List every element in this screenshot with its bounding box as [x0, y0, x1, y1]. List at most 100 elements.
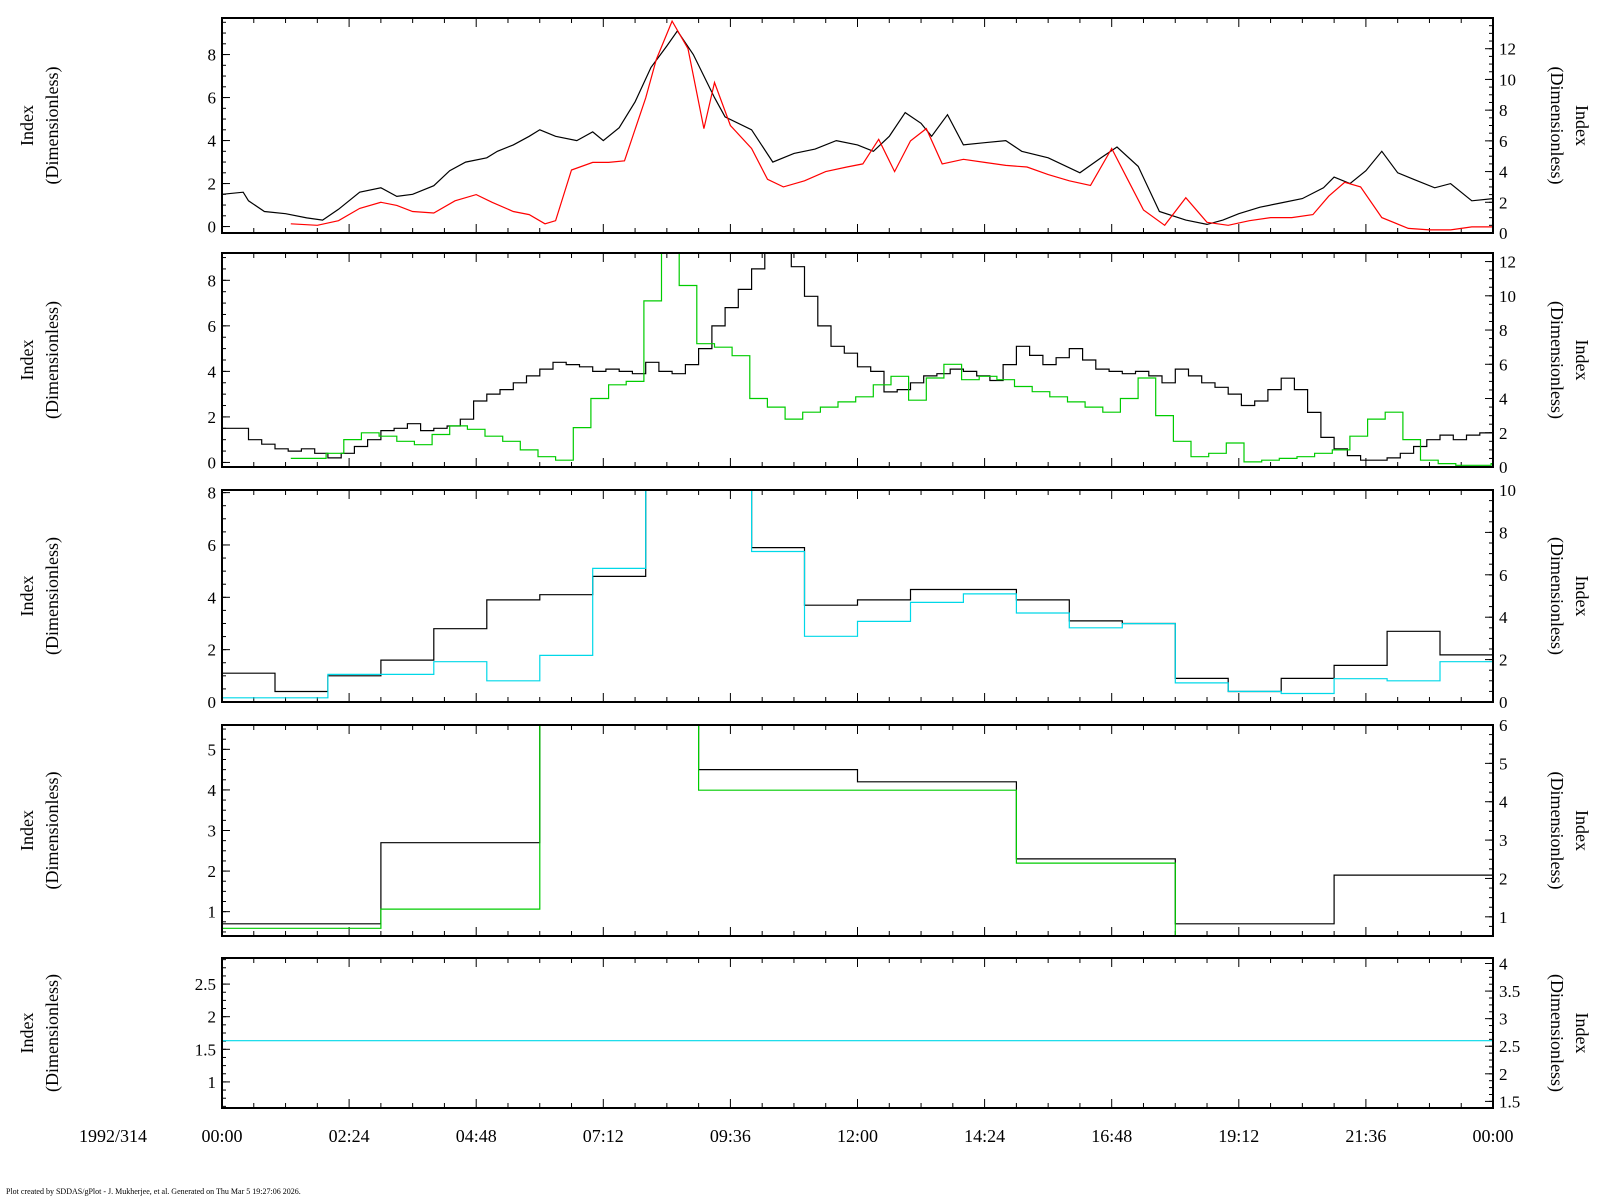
y-tick-label-left: 2	[208, 862, 217, 881]
y-tick-label-right: 3.5	[1499, 982, 1520, 1001]
y-tick-label-right: 4	[1499, 163, 1508, 182]
y-tick-label-left: 6	[208, 89, 217, 108]
y-tick-label-left: 4	[208, 362, 217, 381]
x-tick-label: 21:36	[1345, 1126, 1386, 1146]
footer-credit: Plot created by SDDAS/gPlot - J. Mukherj…	[6, 1187, 301, 1196]
x-tick-label: 14:24	[964, 1126, 1005, 1146]
x-tick-label: 00:00	[201, 1126, 242, 1146]
x-tick-label: 02:24	[329, 1126, 370, 1146]
y-axis-label-left: (Dimensionless)	[42, 537, 63, 655]
y-axis-label-left: (Dimensionless)	[42, 301, 63, 419]
y-tick-label-right: 10	[1499, 481, 1516, 500]
y-tick-label-left: 1.5	[195, 1040, 216, 1059]
series-line-1	[222, 253, 1493, 461]
y-tick-label-right: 2	[1499, 869, 1508, 888]
y-tick-label-right: 12	[1499, 40, 1516, 59]
y-tick-label-right: 0	[1499, 224, 1508, 243]
y-tick-label-right: 4	[1499, 390, 1508, 409]
y-tick-label-left: 4	[208, 588, 217, 607]
y-axis-label-left: Index	[17, 576, 37, 617]
panel-frame	[221, 489, 1494, 703]
y-tick-label-right: 4	[1499, 793, 1508, 812]
y-axis-label-left: Index	[17, 810, 37, 851]
y-tick-label-right: 2	[1499, 193, 1508, 212]
y-tick-label-left: 0	[208, 218, 217, 237]
y-tick-label-left: 2	[208, 641, 217, 660]
y-axis-label-left: Index	[17, 1013, 37, 1054]
y-tick-label-right: 10	[1499, 287, 1516, 306]
y-axis-label-right: Index	[1572, 576, 1592, 617]
y-tick-label-right: 2.5	[1499, 1037, 1520, 1056]
y-tick-label-right: 10	[1499, 70, 1516, 89]
y-tick-label-left: 1	[208, 903, 217, 922]
y-tick-label-left: 0	[208, 453, 217, 472]
y-axis-label-left: Index	[17, 340, 37, 381]
time-axis: 1992/314 00:00 02:24 04:48 07:12 09:36 12:00 1…	[79, 1126, 1514, 1146]
y-tick-label-right: 6	[1499, 355, 1508, 374]
x-tick-label: 04:48	[456, 1126, 497, 1146]
y-axis-label-left: (Dimensionless)	[42, 974, 63, 1092]
y-tick-label-left: 4	[208, 132, 217, 151]
x-tick-label: 16:48	[1091, 1126, 1132, 1146]
y-tick-label-right: 6	[1499, 716, 1508, 735]
y-tick-label-left: 6	[208, 317, 217, 336]
x-tick-label: 00:00	[1472, 1126, 1513, 1146]
y-axis-label-right: (Dimensionless)	[1546, 772, 1567, 890]
y-tick-label-left: 3	[208, 822, 217, 841]
y-tick-label-right: 1.5	[1499, 1092, 1520, 1111]
x-tick-label: 09:36	[710, 1126, 751, 1146]
y-tick-label-right: 1	[1499, 908, 1508, 927]
series-line-1	[222, 725, 1493, 925]
panel-frame	[221, 17, 1494, 234]
y-tick-label-right: 4	[1499, 955, 1508, 974]
y-tick-label-left: 5	[208, 740, 217, 759]
y-tick-label-right: 8	[1499, 523, 1508, 542]
y-axis-label-right: Index	[1572, 1013, 1592, 1054]
x-tick-label: 19:12	[1218, 1126, 1259, 1146]
y-axis-label-left: (Dimensionless)	[42, 772, 63, 890]
series-line-2	[222, 490, 1493, 700]
y-axis-label-right: Index	[1572, 105, 1592, 146]
y-tick-label-left: 1	[208, 1073, 217, 1092]
series-line-1	[222, 29, 1493, 226]
y-tick-label-right: 6	[1499, 566, 1508, 585]
y-tick-label-right: 5	[1499, 754, 1508, 773]
x-tick-label: 07:12	[583, 1126, 624, 1146]
series-line-1	[222, 490, 1493, 693]
y-tick-label-left: 8	[208, 46, 217, 65]
y-tick-label-left: 6	[208, 536, 217, 555]
y-tick-label-right: 12	[1499, 253, 1516, 272]
panel-frame	[221, 724, 1494, 937]
y-axis-label-right: (Dimensionless)	[1546, 301, 1567, 419]
y-axis-label-right: (Dimensionless)	[1546, 537, 1567, 655]
y-tick-label-left: 0	[208, 693, 217, 712]
y-tick-label-right: 2	[1499, 424, 1508, 443]
y-axis-label-right: (Dimensionless)	[1546, 974, 1567, 1092]
y-axis-label-right: Index	[1572, 810, 1592, 851]
y-axis-label-left: Index	[17, 105, 37, 146]
y-tick-label-right: 8	[1499, 101, 1508, 120]
panel-frame	[221, 957, 1494, 1109]
date-label: 1992/314	[79, 1126, 147, 1146]
y-tick-label-right: 6	[1499, 132, 1508, 151]
y-tick-label-right: 2	[1499, 1065, 1508, 1084]
series-line-2	[290, 19, 1493, 231]
y-tick-label-right: 0	[1499, 458, 1508, 477]
y-tick-label-right: 4	[1499, 608, 1508, 627]
y-tick-label-left: 8	[208, 271, 217, 290]
y-tick-label-right: 0	[1499, 693, 1508, 712]
y-tick-label-left: 2	[208, 175, 217, 194]
y-tick-label-left: 2	[208, 408, 217, 427]
y-tick-label-left: 8	[208, 484, 217, 503]
series-line-2	[222, 725, 1493, 936]
y-axis-label-left: (Dimensionless)	[42, 67, 63, 185]
y-tick-label-right: 2	[1499, 651, 1508, 670]
y-tick-label-left: 4	[208, 781, 217, 800]
y-tick-label-right: 3	[1499, 1010, 1508, 1029]
